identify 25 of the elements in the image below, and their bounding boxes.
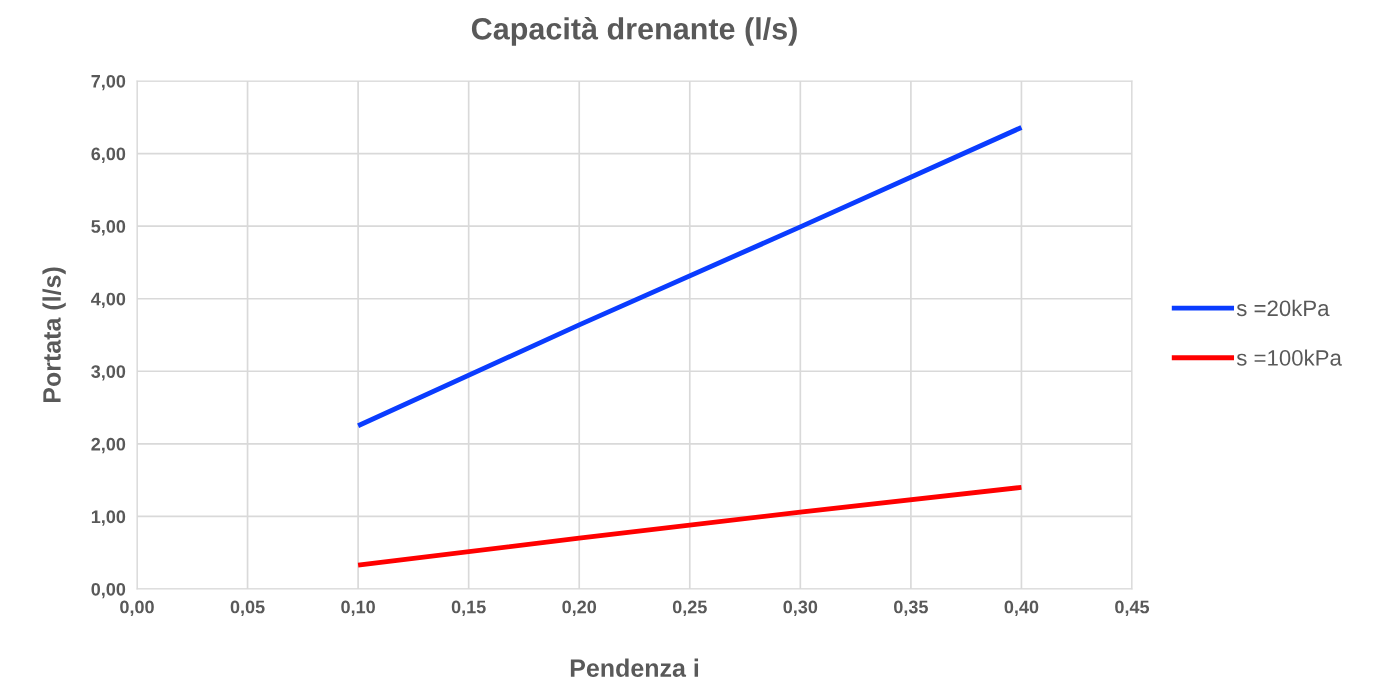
x-tick-label: 0,25 — [672, 600, 707, 616]
chart-title: Capacità drenante (l/s) — [471, 16, 797, 46]
x-tick-label: 0,35 — [894, 600, 928, 616]
y-tick-label: 7,00 — [91, 74, 126, 91]
y-tick-label: 2,00 — [91, 437, 126, 454]
y-tick-label: 5,00 — [91, 220, 126, 236]
y-tick-label: 1,00 — [91, 510, 126, 526]
x-tick-label: 0,15 — [451, 600, 486, 616]
y-tick-label: 4,00 — [91, 292, 126, 309]
y-axis-title: Portata (l/s) — [42, 267, 66, 403]
x-axis-title: Pendenza i — [570, 658, 699, 677]
x-tick-label: 0,05 — [230, 600, 265, 616]
x-tick-label: 0,30 — [783, 600, 818, 616]
y-tick-label: 6,00 — [91, 147, 126, 163]
line-series — [355, 484, 1024, 568]
x-tick-label: 0,40 — [1004, 600, 1039, 616]
line-series — [355, 125, 1024, 429]
x-tick-label: 0,45 — [1115, 600, 1150, 616]
x-tick-label: 0,00 — [120, 600, 154, 616]
y-tick-label: 3,00 — [91, 365, 126, 381]
x-tick-label: 0,10 — [341, 600, 375, 616]
y-tick-label: 0,00 — [91, 582, 126, 599]
legend-label: s =100kPa — [1236, 349, 1342, 366]
legend-label: s =20kPa — [1236, 299, 1330, 317]
x-tick-label: 0,20 — [562, 600, 597, 616]
